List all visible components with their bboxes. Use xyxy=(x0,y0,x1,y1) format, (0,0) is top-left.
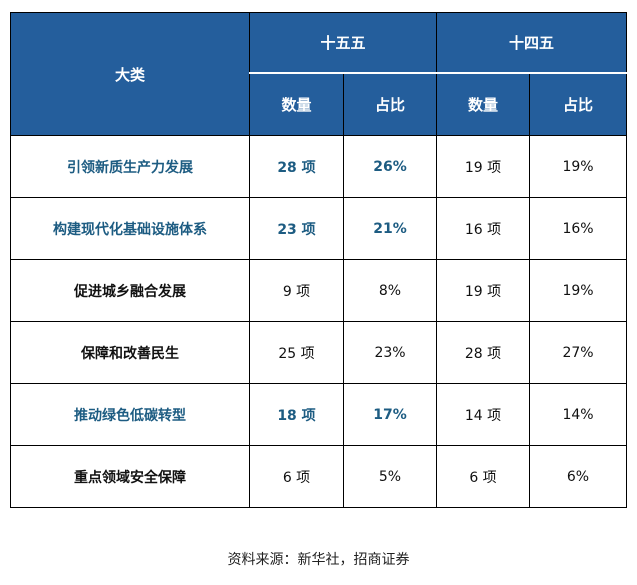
comparison-table: 大类 十五五 十四五 数量 占比 数量 占比 引领新质生产力发展 28 项 26% 1… xyxy=(10,12,627,508)
category-cell: 构建现代化基础设施体系 xyxy=(10,197,250,260)
category-cell: 推动绿色低碳转型 xyxy=(10,383,250,446)
header-category: 大类 xyxy=(10,12,250,136)
count-14th-cell: 19 项 xyxy=(436,135,530,198)
count-14th-cell: 14 项 xyxy=(436,383,530,446)
count-14th-cell: 6 项 xyxy=(436,445,530,508)
table-row: 推动绿色低碳转型 18 项 17% 14 项 14% xyxy=(10,383,627,446)
source-note: 资料来源：新华社，招商证券 xyxy=(227,552,410,568)
category-cell: 保障和改善民生 xyxy=(10,321,250,384)
share-14th-cell: 19% xyxy=(529,135,627,198)
header-count-14th: 数量 xyxy=(436,72,530,136)
table-row: 重点领域安全保障 6 项 5% 6 项 6% xyxy=(10,445,627,508)
header-share-14th: 占比 xyxy=(529,72,627,136)
category-cell: 重点领域安全保障 xyxy=(10,445,250,508)
table-row: 构建现代化基础设施体系 23 项 21% 16 项 16% xyxy=(10,197,627,260)
share-15th-cell: 5% xyxy=(343,445,437,508)
share-14th-cell: 16% xyxy=(529,197,627,260)
count-14th-cell: 19 项 xyxy=(436,259,530,322)
header-share-15th: 占比 xyxy=(343,72,437,136)
count-14th-cell: 16 项 xyxy=(436,197,530,260)
share-15th-cell: 26% xyxy=(343,135,437,198)
share-14th-cell: 14% xyxy=(529,383,627,446)
header-count-15th: 数量 xyxy=(249,72,344,136)
share-15th-cell: 17% xyxy=(343,383,437,446)
share-14th-cell: 19% xyxy=(529,259,627,322)
count-15th-cell: 23 项 xyxy=(249,197,344,260)
count-15th-cell: 18 项 xyxy=(249,383,344,446)
table-row: 引领新质生产力发展 28 项 26% 19 项 19% xyxy=(10,135,627,198)
share-15th-cell: 23% xyxy=(343,321,437,384)
category-cell: 促进城乡融合发展 xyxy=(10,259,250,322)
header-period-15th: 十五五 xyxy=(249,12,437,74)
category-cell: 引领新质生产力发展 xyxy=(10,135,250,198)
table-row: 促进城乡融合发展 9 项 8% 19 项 19% xyxy=(10,259,627,322)
count-15th-cell: 28 项 xyxy=(249,135,344,198)
share-15th-cell: 8% xyxy=(343,259,437,322)
share-14th-cell: 6% xyxy=(529,445,627,508)
table-row: 保障和改善民生 25 项 23% 28 项 27% xyxy=(10,321,627,384)
count-15th-cell: 25 项 xyxy=(249,321,344,384)
share-14th-cell: 27% xyxy=(529,321,627,384)
header-period-14th: 十四五 xyxy=(436,12,627,74)
count-14th-cell: 28 项 xyxy=(436,321,530,384)
count-15th-cell: 9 项 xyxy=(249,259,344,322)
count-15th-cell: 6 项 xyxy=(249,445,344,508)
share-15th-cell: 21% xyxy=(343,197,437,260)
